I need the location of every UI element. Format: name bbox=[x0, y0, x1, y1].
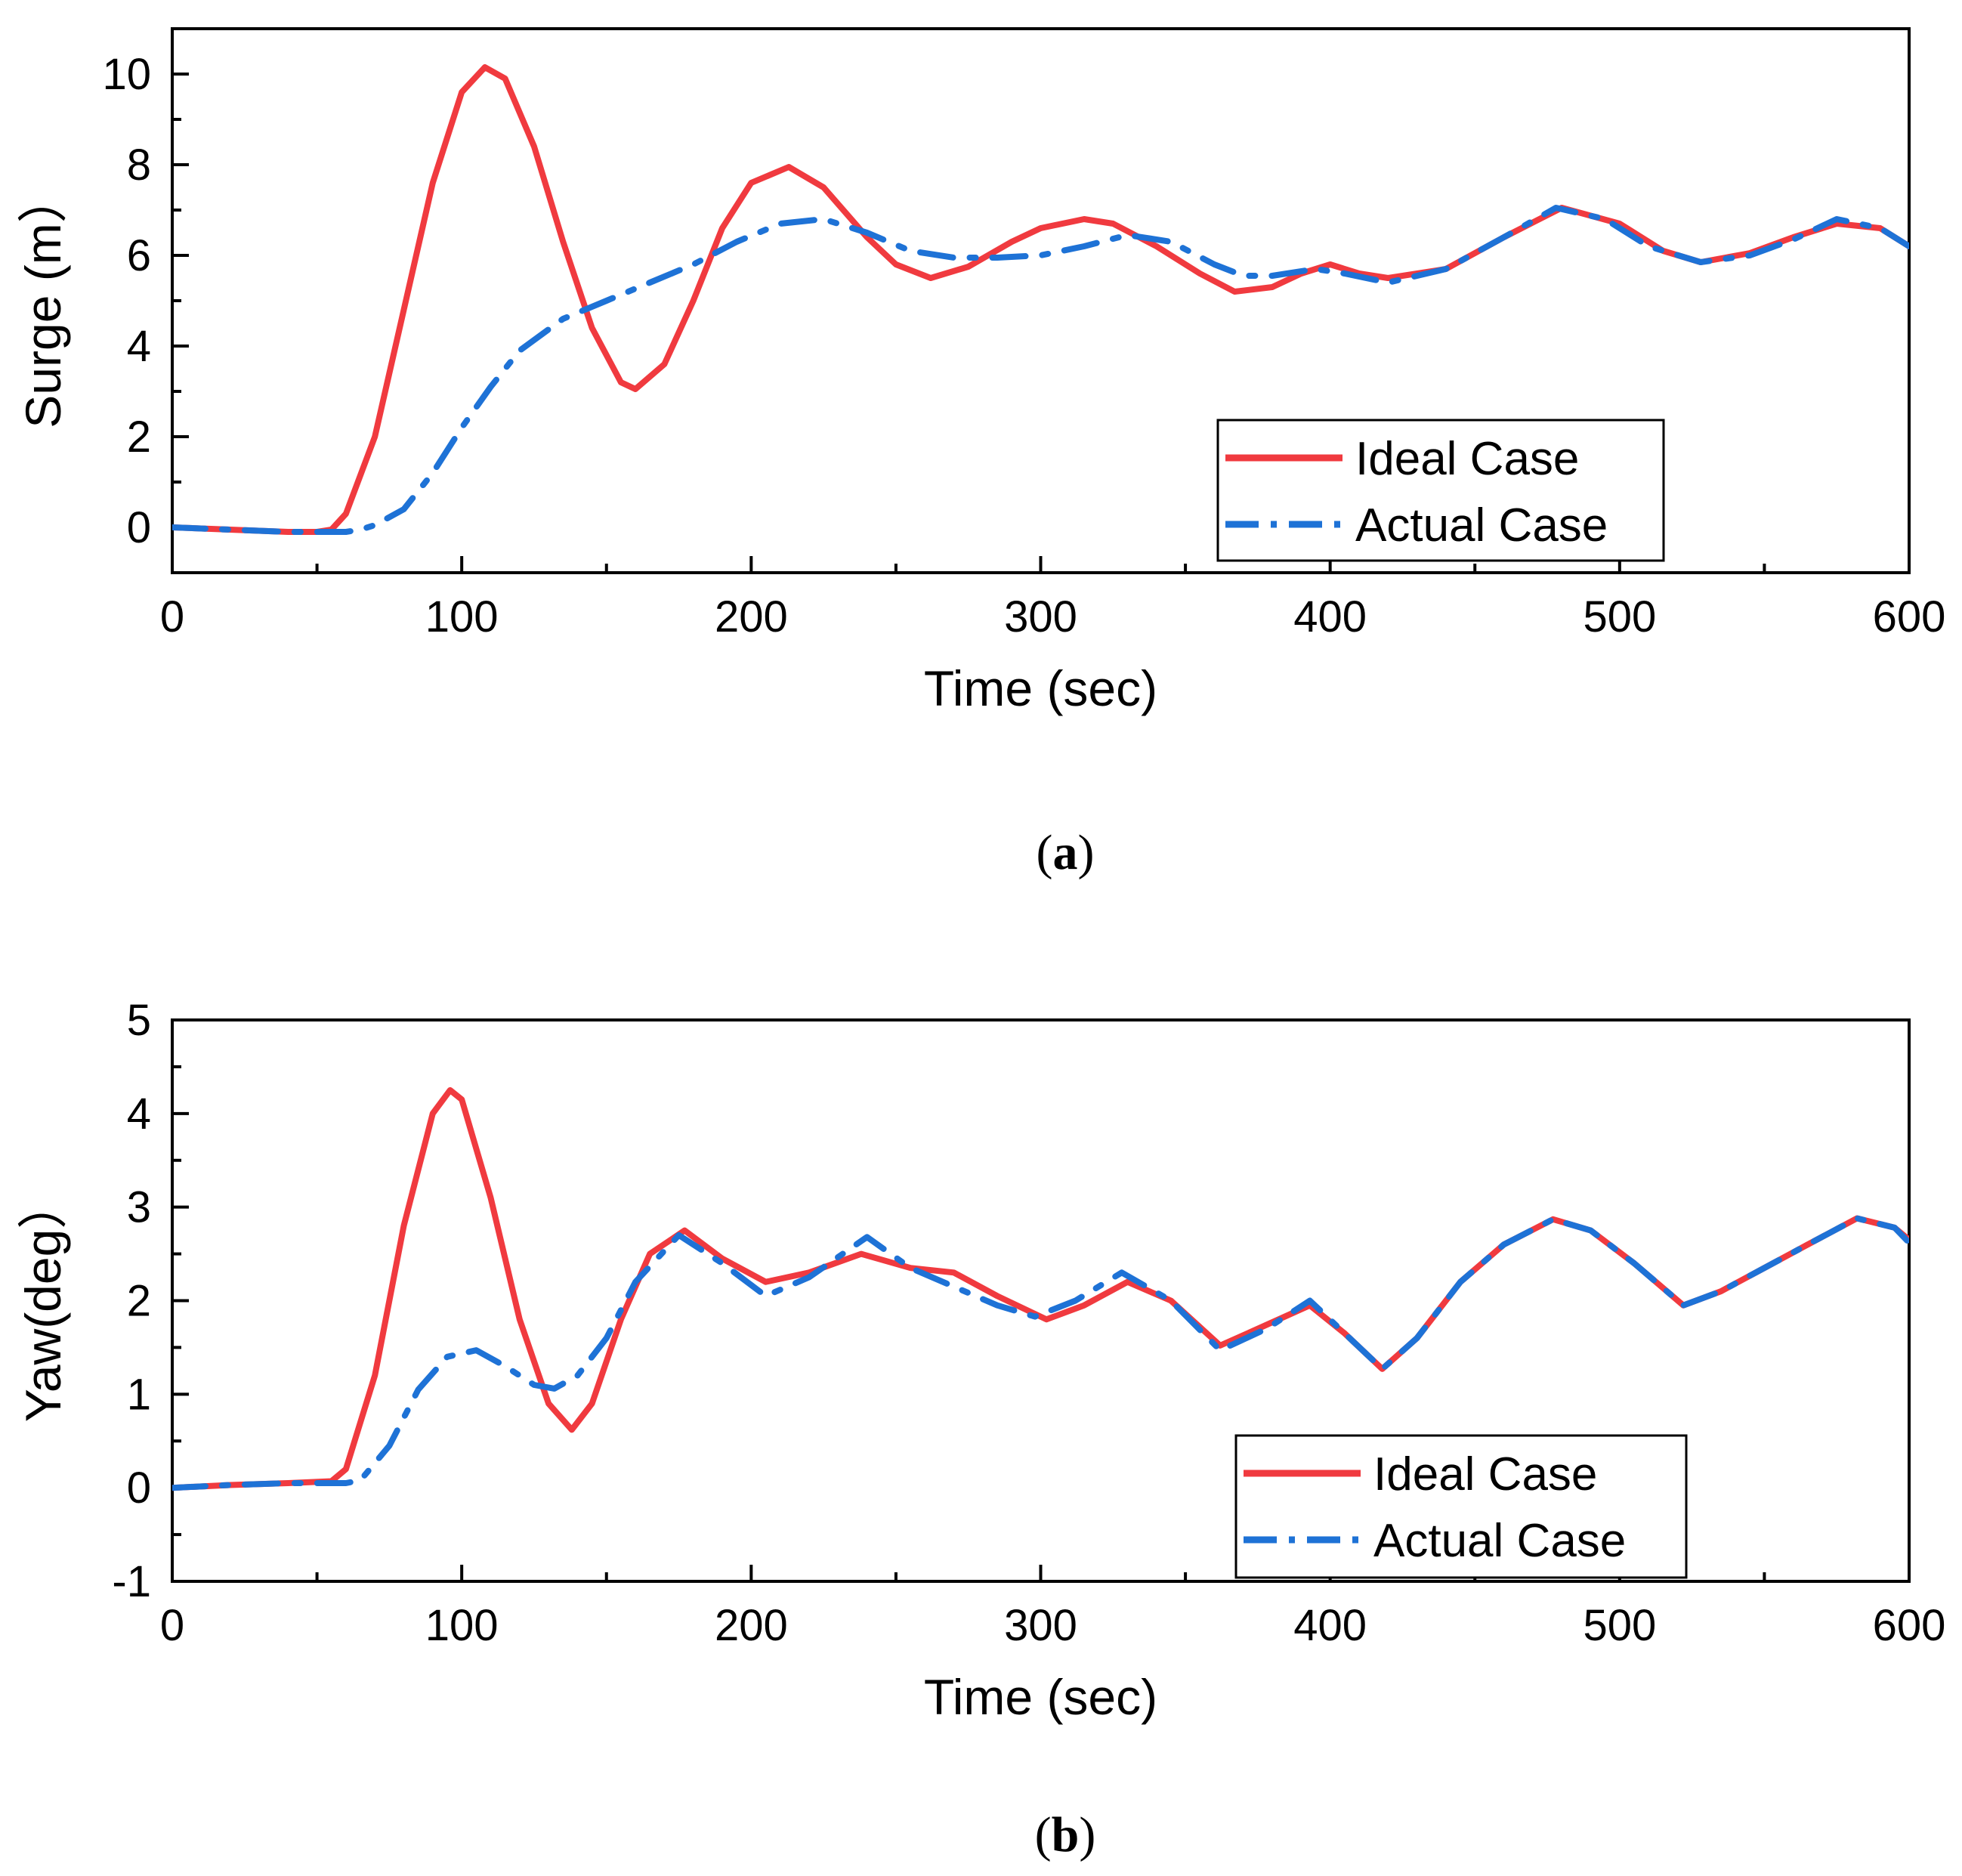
y-tick-label: 0 bbox=[127, 1463, 151, 1513]
x-tick-label: 600 bbox=[1873, 1601, 1946, 1650]
y-tick-label: 3 bbox=[127, 1183, 151, 1232]
y-tick-label: 2 bbox=[127, 413, 151, 462]
y-axis-label: Yaw(deg） bbox=[15, 1179, 71, 1423]
x-tick-label: 500 bbox=[1583, 1601, 1656, 1650]
legend-box bbox=[1216, 419, 1665, 562]
legend: Ideal Case Actual Case bbox=[1234, 1434, 1688, 1579]
y-tick-label: 2 bbox=[127, 1277, 151, 1326]
series-line-actual-case bbox=[172, 205, 1909, 535]
caption-b-label: b bbox=[1052, 1807, 1080, 1862]
caption-a-label: a bbox=[1053, 825, 1078, 880]
legend-label-actual-case: Actual Case bbox=[1373, 1515, 1626, 1567]
x-tick-label: 200 bbox=[715, 592, 788, 641]
x-tick-label: 100 bbox=[425, 1601, 499, 1650]
x-tick-label: 0 bbox=[160, 592, 184, 641]
y-tick-label: 8 bbox=[127, 141, 151, 190]
y-tick-label: 0 bbox=[127, 503, 151, 552]
y-axis-label: Surge (m） bbox=[15, 173, 71, 428]
x-tick-label: 500 bbox=[1583, 592, 1656, 641]
y-tick-label: 10 bbox=[102, 50, 151, 99]
x-axis-label: Time (sec) bbox=[924, 660, 1157, 716]
legend-label-ideal-case: Ideal Case bbox=[1373, 1448, 1597, 1500]
x-tick-label: 100 bbox=[425, 592, 499, 641]
y-tick-label: 5 bbox=[127, 996, 151, 1045]
legend-label-ideal-case: Ideal Case bbox=[1355, 433, 1579, 485]
caption-a: (a) bbox=[1037, 825, 1095, 880]
y-tick-label: 4 bbox=[127, 322, 151, 371]
y-tick-label: 1 bbox=[127, 1370, 151, 1419]
x-tick-label: 0 bbox=[160, 1601, 184, 1650]
y-tick-label: -1 bbox=[112, 1557, 151, 1606]
x-tick-label: 400 bbox=[1293, 592, 1367, 641]
chart-surge: 0 100 200 300 400 500 600 0 2 4 6 8 10 Time (sec) Surg… bbox=[15, 27, 1946, 716]
x-tick-label: 200 bbox=[715, 1601, 788, 1650]
x-tick-label: 300 bbox=[1004, 592, 1077, 641]
series-line-ideal-case bbox=[172, 1086, 1909, 1491]
x-axis-label: Time (sec) bbox=[924, 1669, 1157, 1725]
caption-b: (b) bbox=[1035, 1807, 1096, 1862]
legend: Ideal Case Actual Case bbox=[1216, 419, 1665, 562]
series-line-actual-case bbox=[172, 1215, 1909, 1491]
y-tick-label: 4 bbox=[127, 1089, 151, 1139]
legend-label-actual-case: Actual Case bbox=[1355, 499, 1608, 552]
x-tick-label: 400 bbox=[1293, 1601, 1367, 1650]
x-tick-label: 300 bbox=[1004, 1601, 1077, 1650]
x-tick-label: 600 bbox=[1873, 592, 1946, 641]
legend-box bbox=[1234, 1434, 1688, 1579]
y-tick-label: 6 bbox=[127, 231, 151, 280]
